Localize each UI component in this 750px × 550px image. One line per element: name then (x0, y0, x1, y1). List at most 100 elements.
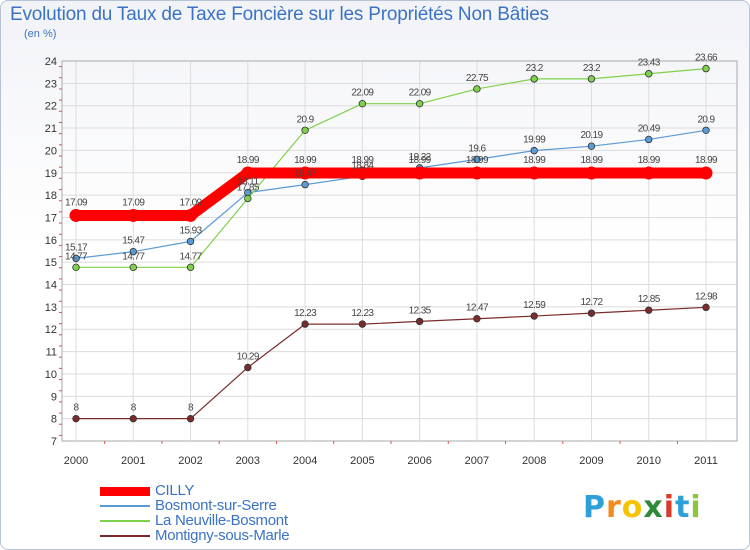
data-label-bosmont-sur-serre: 19.22 (409, 152, 432, 163)
data-point-la-neuville-bosmont (415, 99, 424, 108)
data-label-montigny-sous-marle: 12.23 (351, 308, 374, 319)
data-point-cilly (413, 166, 427, 180)
data-point-cilly (184, 208, 198, 222)
data-point-cilly (699, 166, 713, 180)
data-point-cilly (126, 208, 140, 222)
data-point-bosmont-sur-serre (645, 135, 653, 144)
data-point-montigny-sous-marle (186, 414, 195, 423)
data-label-la-neuville-bosmont: 23.43 (638, 58, 661, 69)
data-label-cilly: 18.99 (695, 155, 718, 166)
data-label-bosmont-sur-serre: 15.17 (65, 242, 88, 253)
data-point-montigny-sous-marle (244, 363, 252, 372)
x-tick-label: 2001 (121, 455, 145, 467)
y-tick-label: 23 (45, 78, 57, 90)
legend-swatch (100, 535, 150, 537)
data-label-cilly: 18.99 (237, 155, 260, 166)
data-point-cilly (584, 166, 598, 180)
data-label-cilly: 18.99 (409, 155, 432, 166)
data-point-cilly (241, 166, 255, 180)
data-label-bosmont-sur-serre: 20.9 (697, 114, 715, 125)
data-point-montigny-sous-marle (358, 320, 367, 328)
data-point-montigny-sous-marle (415, 317, 424, 326)
data-point-bosmont-sur-serre (301, 180, 309, 189)
legend-label: La Neuville-Bosmont (155, 512, 288, 529)
y-tick-label: 19 (45, 168, 57, 180)
logo-letter: P (583, 490, 606, 525)
legend-swatch (100, 505, 150, 507)
data-label-montigny-sous-marle: 12.59 (523, 300, 546, 311)
y-tick-label: 20 (45, 145, 57, 157)
data-point-la-neuville-bosmont (244, 194, 252, 203)
data-label-montigny-sous-marle: 12.35 (409, 305, 432, 316)
data-label-cilly: 17.09 (180, 197, 203, 208)
data-label-montigny-sous-marle: 12.85 (638, 294, 661, 305)
y-tick-label: 17 (45, 212, 57, 224)
data-label-montigny-sous-marle: 12.72 (580, 297, 603, 308)
y-tick-label: 21 (45, 123, 57, 135)
data-label-cilly: 18.99 (466, 155, 489, 166)
legend-swatch (100, 486, 150, 496)
data-label-cilly: 17.09 (122, 197, 145, 208)
x-tick-label: 2004 (293, 455, 317, 467)
data-label-bosmont-sur-serre: 18.47 (294, 169, 317, 180)
data-label-la-neuville-bosmont: 22.75 (466, 73, 489, 84)
y-tick-label: 9 (51, 391, 57, 403)
chart-title: Evolution du Taux de Taxe Foncière sur l… (10, 4, 549, 25)
y-tick-label: 18 (45, 190, 57, 202)
data-point-la-neuville-bosmont (186, 263, 195, 272)
data-point-bosmont-sur-serre (473, 155, 481, 164)
y-tick-label: 24 (45, 56, 57, 68)
data-label-la-neuville-bosmont: 14.77 (65, 251, 88, 262)
data-label-la-neuville-bosmont: 23.2 (526, 63, 544, 74)
data-point-montigny-sous-marle (72, 414, 80, 423)
data-point-la-neuville-bosmont (587, 75, 596, 83)
plot-border (61, 60, 738, 442)
series-line-cilly (70, 167, 712, 221)
x-tick-label: 2006 (407, 455, 431, 467)
legend-label: Bosmont-sur-Serre (155, 497, 277, 514)
data-label-bosmont-sur-serre: 15.47 (122, 236, 145, 247)
y-tick-label: 16 (45, 235, 57, 247)
data-label-la-neuville-bosmont: 22.09 (409, 88, 432, 99)
data-point-cilly (470, 166, 484, 180)
y-tick-label: 11 (46, 347, 57, 359)
series-line-bosmont-sur-serre (75, 129, 707, 259)
data-point-la-neuville-bosmont (301, 126, 309, 134)
proxiti-logo: Proxiti (583, 490, 702, 525)
data-label-montigny-sous-marle: 8 (74, 403, 80, 414)
data-label-la-neuville-bosmont: 23.66 (695, 53, 718, 64)
x-tick-label: 2009 (579, 455, 603, 467)
y-tick-label: 22 (45, 101, 57, 113)
x-tick-label: 2000 (64, 455, 88, 467)
y-unit-label: (en %) (24, 28, 57, 40)
data-point-la-neuville-bosmont (129, 263, 137, 272)
x-tick-label: 2005 (350, 455, 374, 467)
legend-label: Montigny-sous-Marle (155, 527, 290, 544)
data-label-bosmont-sur-serre: 19.99 (523, 135, 546, 146)
data-point-bosmont-sur-serre (186, 237, 195, 246)
data-point-cilly (642, 166, 656, 180)
data-point-montigny-sous-marle (587, 309, 596, 317)
data-point-montigny-sous-marle (301, 320, 309, 328)
data-label-la-neuville-bosmont: 23.2 (583, 63, 601, 74)
data-point-bosmont-sur-serre (72, 254, 80, 263)
data-point-bosmont-sur-serre (530, 146, 538, 155)
data-point-cilly (298, 166, 312, 180)
data-point-montigny-sous-marle (473, 315, 481, 323)
data-label-la-neuville-bosmont: 14.77 (180, 251, 203, 262)
y-tick-label: 13 (45, 302, 57, 314)
data-point-bosmont-sur-serre (129, 247, 137, 256)
data-label-bosmont-sur-serre: 20.49 (638, 123, 661, 134)
data-label-bosmont-sur-serre: 20.19 (580, 130, 603, 141)
x-tick-label: 2003 (236, 455, 260, 467)
data-label-bosmont-sur-serre: 19.6 (468, 143, 486, 154)
data-point-bosmont-sur-serre (702, 126, 710, 134)
y-tick-label: 8 (51, 414, 57, 426)
data-point-la-neuville-bosmont (72, 263, 80, 272)
data-label-la-neuville-bosmont: 22.09 (351, 88, 374, 99)
data-point-montigny-sous-marle (645, 306, 653, 314)
data-label-cilly: 17.09 (65, 197, 88, 208)
data-label-la-neuville-bosmont: 20.9 (297, 114, 315, 125)
